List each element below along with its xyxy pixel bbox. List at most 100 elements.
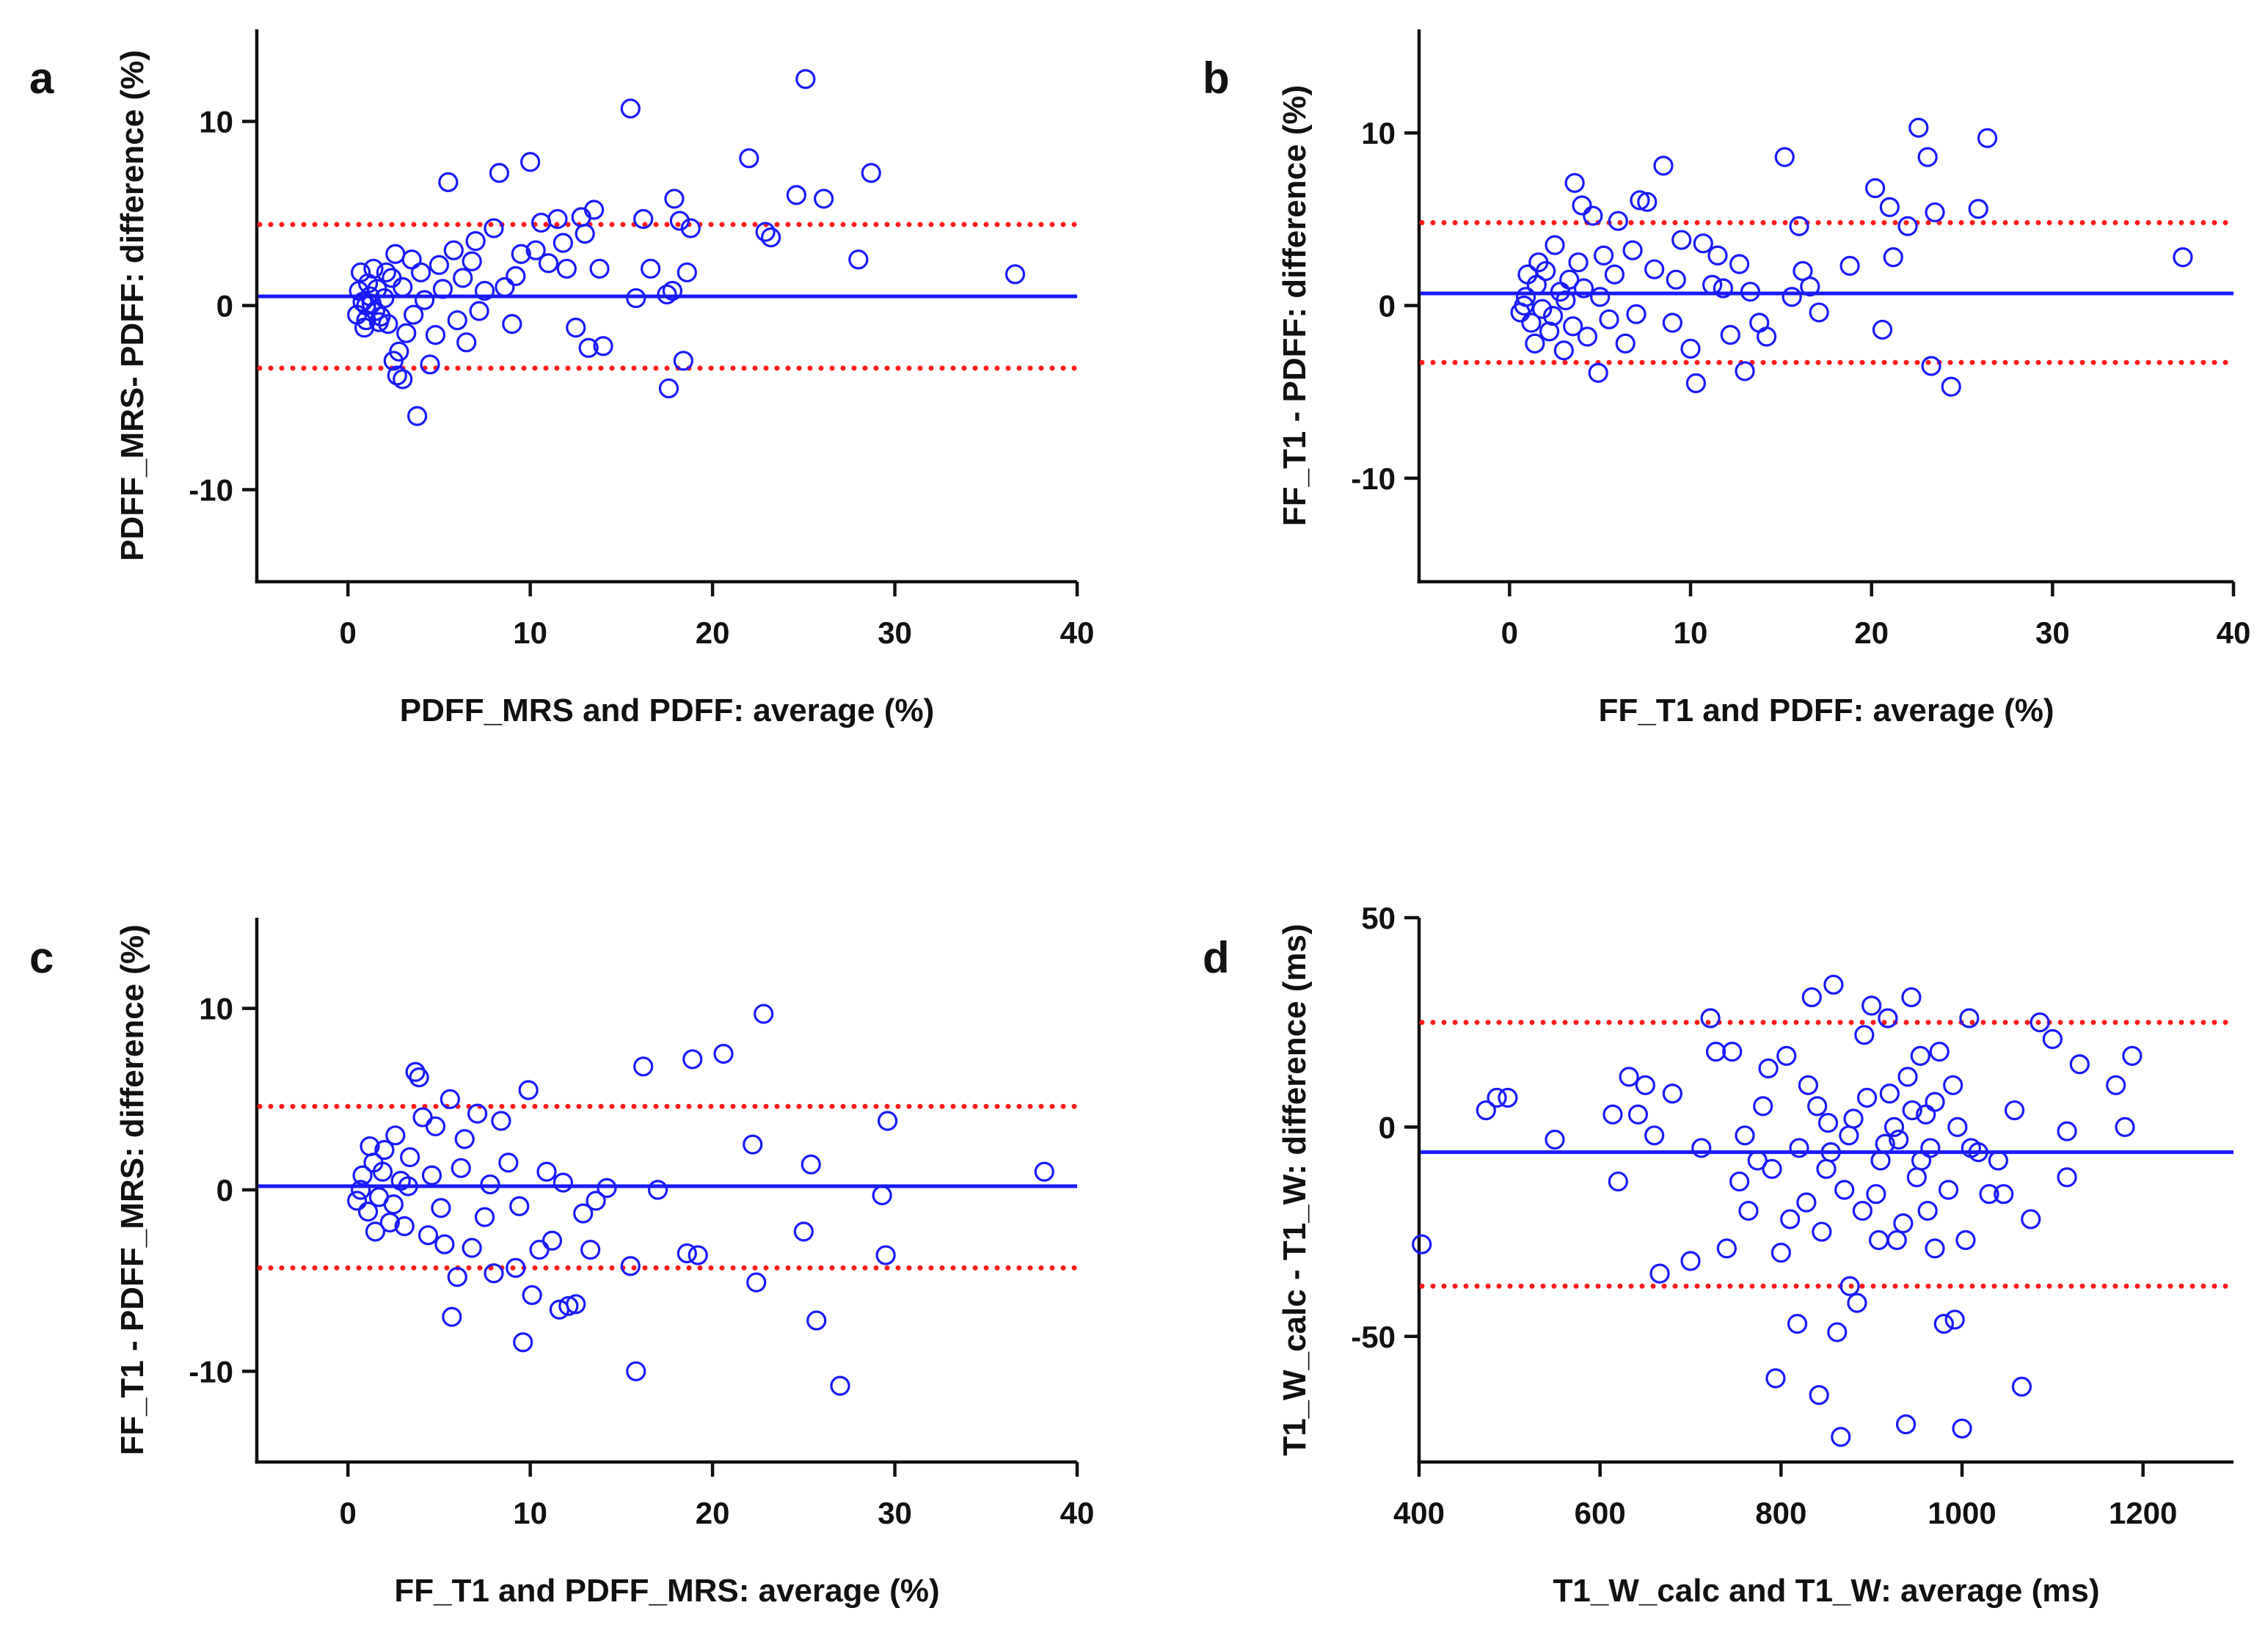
data-point [410,262,431,282]
data-point [1680,338,1701,359]
y-tick-label: 10 [199,992,233,1026]
data-point [1705,1042,1726,1062]
x-tick-label: 800 [1755,1496,1806,1530]
data-point [566,1294,586,1315]
data-point [542,1230,563,1251]
data-point [1649,1263,1670,1284]
data-point [412,1107,433,1128]
data-point [1868,1229,1889,1251]
data-point [1583,205,1603,226]
data-point [1897,216,1918,236]
data-point [1917,1200,1938,1221]
x-axis-title: PDFF_MRS and PDFF: average (%) [400,692,935,728]
data-point [489,163,510,183]
chart-c-svg: 0 10 20 30 40 -10 0 10 FF_T1 and PDFF_MRS: avera… [114,918,1094,1609]
data-point [553,1172,573,1193]
data-point [1729,254,1750,274]
panel-letter-d: d [1203,933,1230,982]
data-point [1568,252,1589,273]
y-tick-label: 50 [1361,901,1396,935]
data-point [1604,264,1625,285]
data-point [409,1067,429,1088]
data-point [431,1198,451,1218]
data-point [739,148,759,169]
data-point [1691,1138,1712,1158]
data-point [368,312,390,332]
data-point [1599,309,1619,329]
data-point [1977,128,1998,148]
data-point [2057,1167,2077,1188]
panel-letter-a: a [29,54,54,103]
data-point [498,1152,519,1173]
data-point [456,332,477,353]
data-point [1944,1309,1965,1330]
chart-d-svg: 400 600 800 1000 1200 -50 0 50 T1_W_calc and T1_… [1277,901,2236,1609]
data-point [806,1310,827,1331]
data-point [1564,172,1585,194]
y-tick-label: -10 [189,473,233,508]
data-point [1722,1042,1743,1062]
data-point [1515,287,1536,307]
data-point [801,1154,821,1174]
data-point [861,163,881,183]
data-point [438,172,459,192]
data-point [1789,1138,1809,1158]
data-point [1602,1104,1623,1125]
x-tick-label: 0 [340,1496,357,1530]
data-point [2004,1100,2025,1121]
data-point [2042,1028,2063,1050]
data-point [462,251,482,271]
data-point [1812,1221,1832,1242]
data-point [1626,304,1647,324]
data-point [1539,321,1560,342]
data-point [1738,1200,1759,1221]
data-point [1925,202,1945,223]
data-point [786,185,806,205]
panel-d: d 400 600 800 1000 1200 -50 0 50 T1_W_calc and T… [1134,815,2268,1630]
data-point [2011,1376,2032,1397]
data-point [1671,230,1692,250]
data-point [1627,1104,1649,1125]
data-point [1662,1083,1682,1104]
data-point [440,1089,460,1109]
data-point [1588,362,1608,383]
data-point [1879,197,1900,217]
data-point [1839,1276,1860,1296]
data-point [474,1207,495,1227]
data-point [626,1361,646,1381]
data-point [385,1125,406,1146]
data-point [1921,356,1941,376]
data-point [425,1116,446,1137]
x-tick-label: 20 [1854,615,1889,650]
data-point [2106,1075,2126,1095]
data-point [1693,233,1713,254]
data-point [1572,195,1592,216]
data-point [363,258,384,279]
data-point [1787,1314,1808,1334]
data-point [1917,147,1938,167]
data-point [1762,1158,1782,1180]
data-point [1862,995,1882,1016]
data-point [1685,373,1707,393]
data-point [376,262,396,282]
data-point [1870,1150,1891,1171]
data-point [1680,1251,1701,1271]
data-point [1823,974,1844,995]
x-tick-label: 20 [696,1496,730,1530]
data-point [1933,1314,1954,1334]
data-point [1827,1322,1848,1342]
data-point [491,1111,511,1131]
data-point [465,231,486,252]
data-point [1886,1229,1907,1251]
data-point [1635,1075,1655,1095]
data-point [1798,1075,1818,1095]
data-point [1952,1418,1972,1439]
data-point [1619,1067,1639,1087]
data-point [511,244,531,264]
data-point [1925,1092,1945,1112]
data-point [1666,269,1686,290]
data-point [454,1129,475,1150]
data-point [575,224,595,244]
data-point [506,1257,526,1278]
data-point [529,1240,550,1260]
